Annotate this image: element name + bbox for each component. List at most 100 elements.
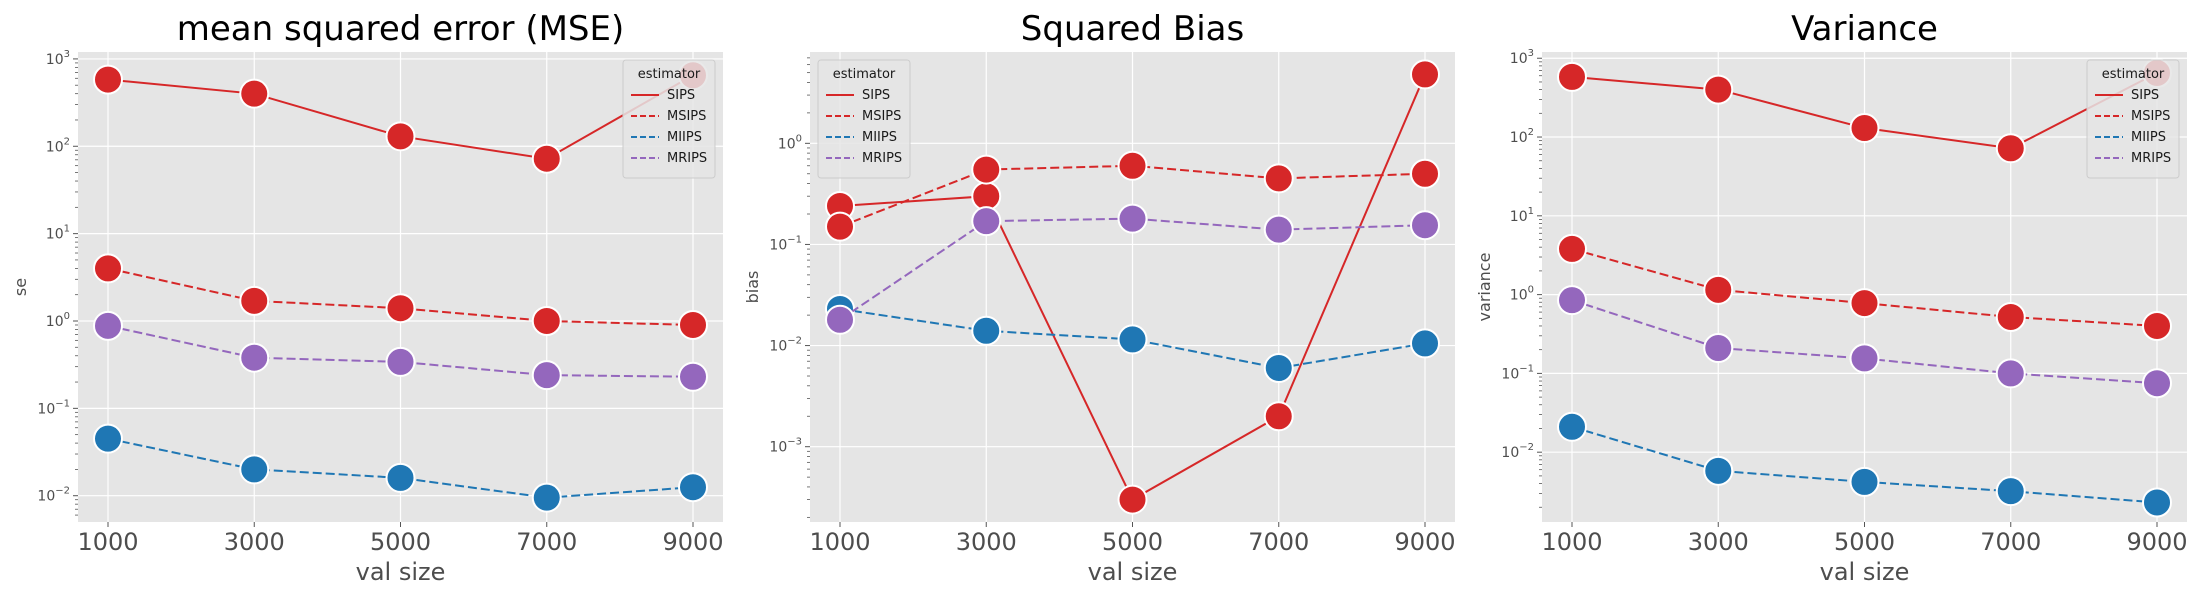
- y-tick-label: 10−1: [37, 398, 70, 417]
- data-point-mrips: [2142, 368, 2172, 399]
- x-axis-label: val size: [1088, 558, 1178, 586]
- data-point-msips: [825, 211, 855, 242]
- y-axis-label: bias: [743, 271, 762, 304]
- y-tick-label: 10−3: [769, 437, 802, 456]
- x-tick-label: 7000: [516, 528, 577, 556]
- data-point-sips: [93, 64, 123, 95]
- x-tick-label: 9000: [662, 528, 723, 556]
- legend-title: estimator: [2102, 67, 2165, 82]
- x-tick-label: 1000: [809, 528, 870, 556]
- y-tick-label: 100: [1510, 285, 1534, 304]
- legend-label-sips: SIPS: [862, 88, 890, 103]
- data-point-miips: [1117, 324, 1148, 355]
- data-point-miips: [1995, 476, 2026, 507]
- y-tick-label: 10−1: [769, 234, 802, 253]
- data-point-miips: [971, 315, 1002, 346]
- data-point-sips: [1410, 59, 1440, 90]
- data-point-msips: [239, 285, 270, 316]
- chart-panel-3: 10−2 10−1 100 101 102 103 1000 3000 5000 7000 9000…: [1475, 9, 2188, 586]
- y-tick-label: 101: [1510, 206, 1534, 225]
- data-point-miips: [2142, 487, 2172, 518]
- y-tick-label: 101: [46, 224, 70, 243]
- data-point-msips: [1703, 274, 1734, 305]
- chart-title: Squared Bias: [1021, 9, 1244, 49]
- data-point-mrips: [1995, 358, 2026, 389]
- y-tick-label: 102: [46, 136, 70, 155]
- x-tick-label: 7000: [1248, 528, 1309, 556]
- x-tick-label: 1000: [1541, 528, 1602, 556]
- data-point-mrips: [531, 360, 562, 391]
- data-point-miips: [1410, 328, 1440, 359]
- data-point-sips: [1557, 61, 1587, 92]
- legend-label-mrips: MRIPS: [2131, 151, 2171, 166]
- y-tick-label: 10−2: [37, 486, 70, 505]
- data-point-mrips: [678, 361, 708, 392]
- x-axis-label: val size: [356, 558, 446, 586]
- data-point-miips: [531, 482, 562, 513]
- legend: estimator SIPS MSIPS MIIPS MRIPS: [817, 59, 911, 179]
- x-tick-label: 7000: [1980, 528, 2041, 556]
- data-point-miips: [678, 472, 708, 503]
- data-point-sips: [971, 181, 1002, 212]
- data-point-msips: [678, 309, 708, 340]
- data-point-miips: [1263, 353, 1294, 384]
- legend-label-sips: SIPS: [2131, 88, 2159, 103]
- data-point-miips: [385, 462, 416, 493]
- data-point-sips: [1263, 401, 1294, 432]
- data-point-miips: [1849, 466, 1880, 497]
- legend-box: [817, 59, 911, 179]
- data-point-miips: [1557, 411, 1587, 442]
- x-tick-label: 3000: [224, 528, 285, 556]
- data-point-msips: [1117, 150, 1148, 181]
- legend-label-msips: MSIPS: [862, 109, 901, 124]
- data-point-msips: [1849, 288, 1880, 319]
- data-point-mrips: [1117, 203, 1148, 234]
- data-point-msips: [1995, 301, 2026, 332]
- data-point-mrips: [1703, 333, 1734, 364]
- y-axis-label: se: [11, 278, 30, 296]
- data-point-sips: [1117, 484, 1148, 515]
- data-point-msips: [93, 253, 123, 284]
- y-tick-label: 100: [778, 133, 802, 152]
- legend-label-miips: MIIPS: [2131, 130, 2166, 145]
- data-point-miips: [239, 454, 270, 485]
- data-point-mrips: [385, 346, 416, 377]
- y-tick-label: 102: [1510, 127, 1534, 146]
- legend-title: estimator: [833, 67, 896, 82]
- x-tick-label: 5000: [1102, 528, 1163, 556]
- legend-label-sips: SIPS: [667, 88, 695, 103]
- data-point-sips: [239, 78, 270, 109]
- chart-title: Variance: [1791, 9, 1938, 49]
- y-tick-label: 100: [46, 311, 70, 330]
- data-point-miips: [93, 423, 123, 454]
- chart-panel-2: 10−3 10−2 10−1 100 1000 3000 5000 7000 9000 Squar…: [743, 9, 1456, 586]
- data-point-sips: [531, 143, 562, 174]
- y-tick-label: 103: [46, 49, 70, 68]
- data-point-mrips: [1410, 210, 1440, 241]
- legend-label-miips: MIIPS: [862, 130, 897, 145]
- legend-label-mrips: MRIPS: [667, 151, 707, 166]
- x-tick-label: 3000: [1688, 528, 1749, 556]
- data-point-mrips: [971, 206, 1002, 237]
- y-tick-label: 10−2: [769, 336, 802, 355]
- series-line-msips: [107, 267, 694, 326]
- x-tick-label: 5000: [370, 528, 431, 556]
- data-point-sips: [385, 121, 416, 152]
- legend-label-miips: MIIPS: [667, 130, 702, 145]
- data-point-mrips: [1263, 214, 1294, 245]
- x-axis-label: val size: [1820, 558, 1910, 586]
- data-point-mrips: [825, 304, 855, 335]
- y-tick-label: 103: [1510, 48, 1534, 67]
- y-tick-label: 10−2: [1501, 442, 1534, 461]
- series-line-mrips: [107, 324, 694, 378]
- data-point-sips: [1995, 133, 2026, 164]
- x-tick-label: 5000: [1834, 528, 1895, 556]
- legend-label-msips: MSIPS: [2131, 109, 2170, 124]
- data-point-msips: [385, 293, 416, 324]
- series-line-mrips: [839, 217, 1426, 321]
- data-point-mrips: [1557, 285, 1587, 316]
- legend: estimator SIPS MSIPS MIIPS MRIPS: [622, 59, 716, 179]
- legend-box: [2086, 59, 2180, 179]
